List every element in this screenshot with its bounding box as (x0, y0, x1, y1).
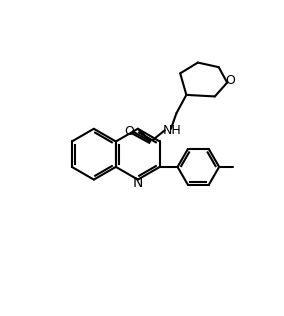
Text: N: N (133, 176, 143, 190)
Text: NH: NH (163, 124, 182, 137)
Text: O: O (124, 125, 134, 137)
Text: O: O (225, 74, 235, 87)
